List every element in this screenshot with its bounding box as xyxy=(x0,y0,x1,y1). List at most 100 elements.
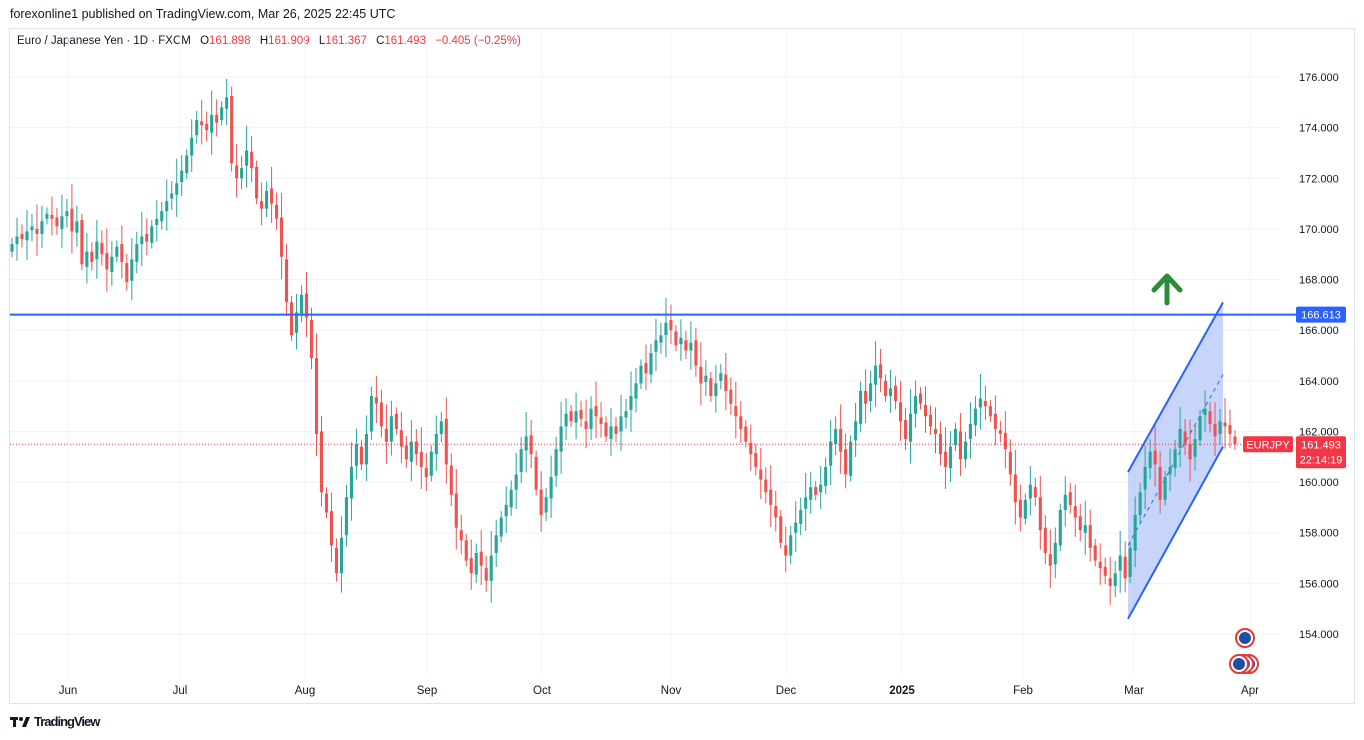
candle-body xyxy=(1078,516,1082,531)
high-label: H xyxy=(259,35,269,47)
candle-body xyxy=(155,218,159,226)
candle-body xyxy=(1043,527,1047,553)
candle-body xyxy=(864,390,868,404)
tradingview-logo-icon xyxy=(10,716,30,727)
candle-body xyxy=(779,516,783,543)
candle-body xyxy=(344,497,349,536)
candle-body xyxy=(80,220,84,265)
candle-body xyxy=(1088,525,1092,548)
y-tick-label: 174.000 xyxy=(1299,123,1339,135)
candle-body xyxy=(299,294,304,314)
candle-body xyxy=(1213,423,1217,437)
y-tick-label: 168.000 xyxy=(1299,275,1339,287)
candle-body xyxy=(1158,466,1162,500)
candle-body xyxy=(205,123,209,131)
candle-body xyxy=(394,413,398,429)
candle-body xyxy=(265,190,269,209)
candle-body xyxy=(369,396,373,432)
candle-body xyxy=(889,388,893,397)
candle-body xyxy=(90,251,94,262)
candle-body xyxy=(25,231,29,241)
x-tick-label: Jul xyxy=(173,685,188,697)
x-tick-label: Oct xyxy=(533,685,552,697)
candle-body xyxy=(364,433,368,465)
candle-body xyxy=(349,466,353,499)
candle-body xyxy=(659,335,663,343)
high-value: 161.909 xyxy=(268,35,310,47)
candle-body xyxy=(719,373,723,381)
candle-body xyxy=(60,216,64,229)
candle-body xyxy=(115,246,119,257)
candle-body xyxy=(699,366,703,384)
candle-body xyxy=(20,233,24,240)
candle-body xyxy=(953,428,958,446)
candle-body xyxy=(629,396,633,410)
candle-body xyxy=(998,430,1002,434)
candle-body xyxy=(1203,408,1207,415)
open-label: O xyxy=(200,35,210,47)
candle-body xyxy=(599,417,603,424)
low-label: L xyxy=(318,35,326,47)
candle-body xyxy=(1188,444,1192,460)
candle-body xyxy=(819,484,823,493)
candle-body xyxy=(309,320,314,359)
candle-body xyxy=(210,114,214,133)
candle-body xyxy=(734,406,738,417)
candle-body xyxy=(1063,494,1067,510)
candle-body xyxy=(943,451,948,467)
symbol-tag xyxy=(1243,436,1293,453)
last-price-label: 161.493 xyxy=(1301,439,1341,451)
candle-body xyxy=(829,441,833,466)
candle-body xyxy=(1058,509,1062,546)
candle-body xyxy=(464,540,468,561)
candle-body xyxy=(190,137,194,156)
candle-body xyxy=(894,385,898,402)
candle-body xyxy=(474,552,478,575)
candle-body xyxy=(499,517,503,537)
candle-body xyxy=(804,497,808,509)
candle-body xyxy=(794,522,798,533)
candle-body xyxy=(754,452,758,467)
candle-body xyxy=(524,436,528,451)
candle-body xyxy=(389,416,393,442)
low-value: 161.367 xyxy=(325,35,367,47)
candle-body xyxy=(15,236,19,245)
y-tick-label: 160.000 xyxy=(1299,477,1339,489)
candle-body xyxy=(469,558,473,574)
candle-body xyxy=(130,259,134,281)
candle-body xyxy=(414,441,418,455)
candle-body xyxy=(644,363,648,374)
candle-body xyxy=(1003,432,1007,450)
candle-body xyxy=(574,411,578,423)
candle-body xyxy=(609,426,613,440)
candle-body xyxy=(294,312,299,333)
candle-body xyxy=(439,421,443,434)
economic-event-icon xyxy=(1233,658,1245,670)
candle-body xyxy=(1218,421,1222,434)
candle-body xyxy=(165,201,169,212)
candle-body xyxy=(319,431,324,493)
candle-body xyxy=(1048,554,1052,566)
candle-body xyxy=(55,217,59,227)
close-value: 161.493 xyxy=(384,35,426,47)
candle-body xyxy=(958,431,962,460)
candle-body xyxy=(200,121,204,126)
candle-body xyxy=(1028,484,1032,499)
candle-body xyxy=(928,414,933,427)
candle-body xyxy=(544,497,548,513)
candle-body xyxy=(669,320,673,331)
candle-body xyxy=(839,428,843,452)
x-tick-label: Feb xyxy=(1013,685,1033,697)
y-tick-label: 166.000 xyxy=(1299,325,1339,337)
candle-body xyxy=(749,442,753,455)
candle-body xyxy=(854,421,858,441)
candle-body xyxy=(908,413,913,442)
x-tick-label: 2025 xyxy=(889,685,915,697)
candle-body xyxy=(1008,451,1012,475)
tradingview-brand[interactable]: TradingView xyxy=(34,714,100,729)
candle-body xyxy=(245,150,249,166)
candle-body xyxy=(529,435,533,455)
symbol-description[interactable]: Euro / Japanese Yen · 1D · FXCM xyxy=(17,35,191,47)
candle-body xyxy=(679,337,683,345)
